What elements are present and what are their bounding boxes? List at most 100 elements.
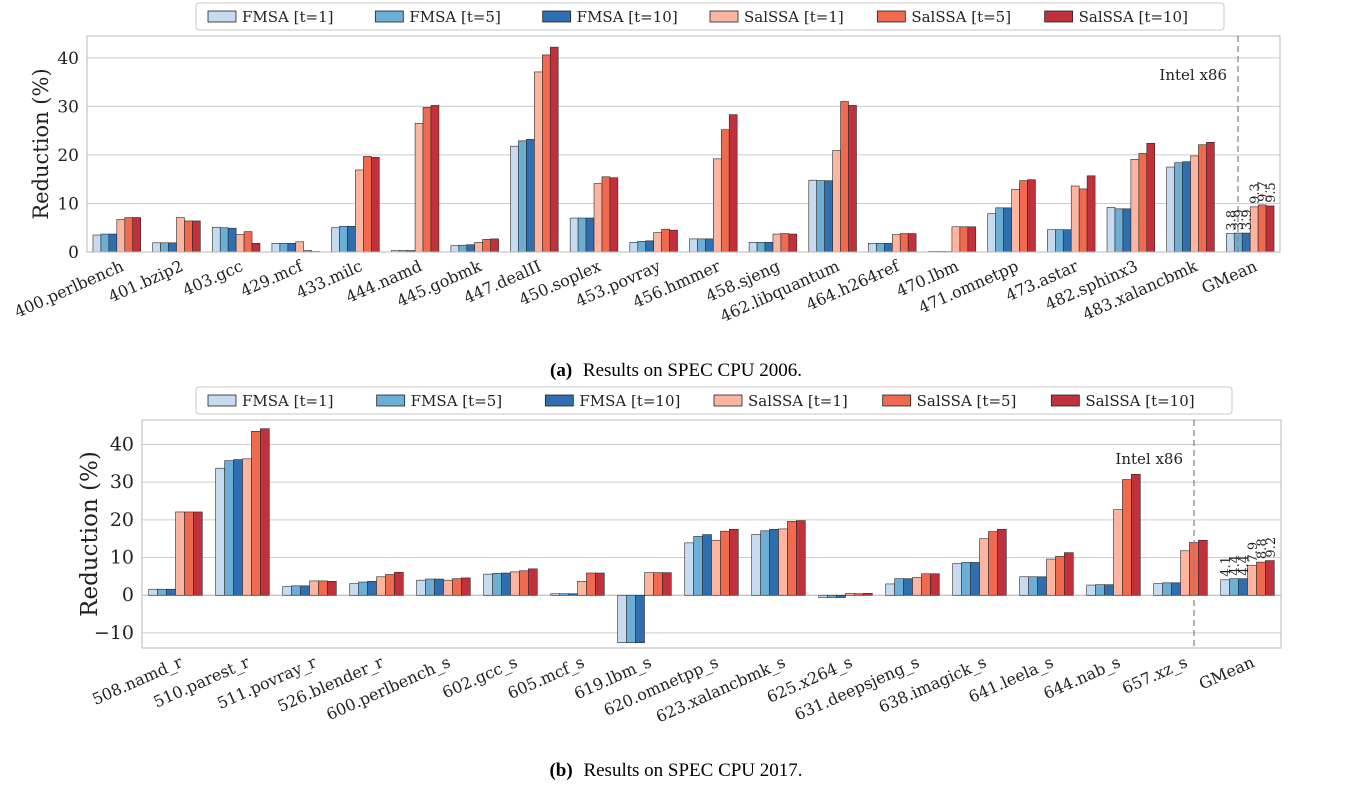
legend-label-fmsa-t-1: FMSA [t=1]: [242, 8, 334, 26]
caption-text-2006: Results on SPEC CPU 2006.: [583, 360, 802, 381]
bar-470-lbm-salssa-t-1: [951, 226, 961, 253]
y-tick-label: 30: [57, 97, 79, 117]
bar-471-omnetpp-salssa-t-5: [1019, 180, 1028, 253]
legend-swatch-fmsa-t-10: [544, 394, 574, 407]
bar-526-blender-r-salssa-t-10: [394, 571, 404, 596]
bar-456-hmmer-fmsa-t-10: [705, 238, 714, 253]
bar-483-xalancbmk-salssa-t-1: [1190, 155, 1199, 253]
bar-464-h264ref-fmsa-t-5: [876, 242, 885, 253]
bar-644-nab-s-fmsa-t-10: [1104, 584, 1114, 596]
bar-644-nab-s-fmsa-t-5: [1095, 584, 1105, 596]
caption-label-2006: (a): [550, 360, 572, 381]
bar-483-xalancbmk-salssa-t-10: [1206, 142, 1215, 253]
bar-444-namd-salssa-t-1: [414, 123, 424, 253]
bar-657-xz-s-salssa-t-1: [1180, 550, 1190, 596]
bar-631-deepsjeng-s-salssa-t-1: [912, 577, 922, 596]
gmean-value-label: 7.9: [1246, 542, 1261, 563]
x-tick-label-644-nab-s: 644.nab_s: [1041, 652, 1124, 703]
bar-602-gcc-s-salssa-t-5: [519, 570, 529, 596]
bar-602-gcc-s-fmsa-t-5: [492, 573, 502, 596]
bar-508-namd-r-salssa-t-5: [184, 511, 194, 596]
bar-433-milc-salssa-t-10: [371, 157, 380, 253]
bar-602-gcc-s-fmsa-t-10: [501, 572, 511, 596]
bar-623-xalancbmk-s-salssa-t-1: [778, 528, 788, 596]
bar-641-leela-s-salssa-t-5: [1055, 556, 1065, 596]
bar-644-nab-s-fmsa-t-1: [1086, 584, 1096, 596]
bar-619-lbm-s-fmsa-t-5: [626, 594, 636, 644]
legend-label-salssa-t-10: SalSSA [t=10]: [1079, 8, 1188, 26]
bar-510-parest-r-salssa-t-5: [251, 431, 261, 596]
y-tick-label: 10: [57, 194, 79, 214]
bar-403-gcc-fmsa-t-1: [211, 226, 221, 253]
bar-456-hmmer-fmsa-t-5: [697, 238, 706, 253]
bar-620-omnetpp-s-salssa-t-10: [729, 528, 739, 596]
legend-swatch-salssa-t-10: [1044, 10, 1074, 23]
y-tick-label: 10: [110, 547, 134, 569]
bar-471-omnetpp-fmsa-t-1: [987, 213, 996, 253]
bar-619-lbm-s-fmsa-t-10: [635, 594, 645, 644]
bar-403-gcc-salssa-t-10: [251, 242, 261, 253]
bar-403-gcc-fmsa-t-5: [219, 227, 229, 253]
bar-456-hmmer-salssa-t-5: [720, 129, 730, 253]
bar-508-namd-r-fmsa-t-1: [148, 588, 158, 596]
bar-447-dealii-fmsa-t-1: [510, 145, 519, 253]
bar-526-blender-r-salssa-t-1: [376, 576, 386, 596]
legend-label-salssa-t-10: SalSSA [t=10]: [1085, 392, 1194, 410]
x-tick-label-gmean: GMean: [1196, 652, 1257, 693]
bar-gmean-salssa-t-10: [1265, 560, 1275, 596]
bar-631-deepsjeng-s-salssa-t-10: [930, 573, 940, 596]
bar-510-parest-r-salssa-t-10: [260, 428, 270, 596]
bar-619-lbm-s-salssa-t-5: [653, 572, 663, 596]
bar-470-lbm-salssa-t-5: [959, 226, 969, 253]
bar-482-sphinx3-fmsa-t-5: [1114, 208, 1124, 253]
bar-625-x264-s-fmsa-t-1: [818, 594, 828, 598]
bar-471-omnetpp-salssa-t-1: [1011, 189, 1020, 253]
legend-swatch-salssa-t-5: [882, 394, 912, 407]
bar-447-dealii-salssa-t-1: [534, 71, 543, 253]
y-tick-label: 20: [110, 509, 134, 531]
bar-511-povray-r-salssa-t-1: [309, 580, 319, 596]
bar-482-sphinx3-salssa-t-5: [1138, 153, 1148, 253]
bar-600-perlbench-s-fmsa-t-1: [416, 579, 426, 596]
bar-447-dealii-fmsa-t-5: [518, 140, 527, 253]
bar-644-nab-s-salssa-t-5: [1122, 479, 1132, 596]
legend-swatch-salssa-t-10: [1050, 394, 1080, 407]
bar-623-xalancbmk-s-salssa-t-5: [787, 521, 797, 596]
bar-631-deepsjeng-s-fmsa-t-10: [903, 578, 913, 596]
bar-433-milc-salssa-t-1: [355, 169, 364, 253]
bar-657-xz-s-salssa-t-10: [1198, 539, 1208, 596]
bar-453-povray-salssa-t-1: [653, 232, 662, 253]
bar-gmean-fmsa-t-5: [1229, 578, 1239, 596]
legend-swatch-salssa-t-1: [709, 10, 739, 23]
legend-label-salssa-t-5: SalSSA [t=5]: [911, 8, 1011, 26]
bar-605-mcf-s-salssa-t-10: [595, 572, 605, 596]
bar-620-omnetpp-s-fmsa-t-10: [702, 534, 712, 596]
caption-text-2017: Results on SPEC CPU 2017.: [583, 760, 802, 781]
bar-625-x264-s-fmsa-t-10: [836, 594, 846, 598]
bar-403-gcc-salssa-t-5: [243, 231, 253, 253]
bar-464-h264ref-salssa-t-10: [907, 233, 917, 253]
bar-631-deepsjeng-s-fmsa-t-1: [885, 583, 895, 596]
bar-600-perlbench-s-salssa-t-1: [443, 579, 453, 596]
bar-400-perlbench-salssa-t-5: [124, 217, 134, 253]
bar-429-mcf-salssa-t-1: [295, 241, 305, 253]
bar-447-dealii-salssa-t-10: [549, 46, 559, 253]
bar-600-perlbench-s-fmsa-t-10: [434, 578, 444, 596]
y-axis-label-2006: Reduction (%): [29, 68, 53, 219]
bar-605-mcf-s-salssa-t-1: [577, 580, 587, 596]
bar-400-perlbench-salssa-t-10: [132, 217, 141, 253]
bar-473-astar-fmsa-t-5: [1055, 229, 1064, 253]
bar-450-soplex-fmsa-t-1: [569, 217, 579, 253]
bar-401-bzip2-fmsa-t-10: [168, 242, 177, 253]
bar-511-povray-r-fmsa-t-1: [282, 586, 292, 596]
bar-638-imagick-s-fmsa-t-1: [952, 563, 962, 596]
plot-frame-2017: [141, 419, 1282, 649]
legend-label-fmsa-t-10: FMSA [t=10]: [577, 8, 678, 26]
legend-2006: FMSA [t=1] FMSA [t=5] FMSA [t=10] SalSSA [t…: [195, 2, 1225, 31]
x-tick-label-429-mcf: 429.mcf: [238, 256, 307, 301]
bars-2006: [92, 46, 1275, 253]
bar-458-sjeng-fmsa-t-1: [748, 241, 758, 253]
bar-623-xalancbmk-s-fmsa-t-5: [760, 530, 770, 596]
bar-gmean-salssa-t-5: [1256, 561, 1266, 596]
